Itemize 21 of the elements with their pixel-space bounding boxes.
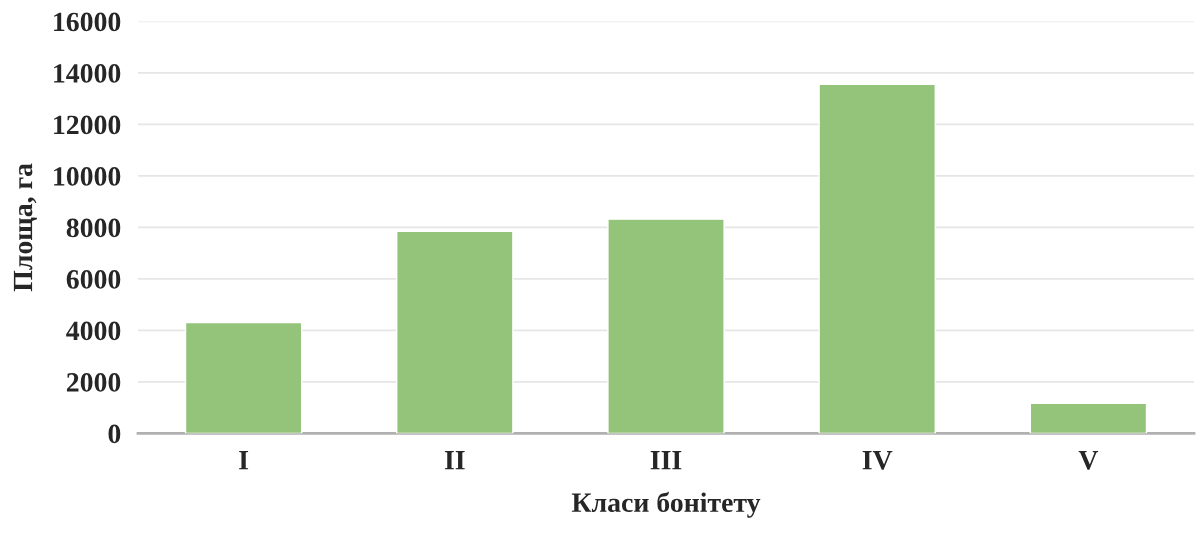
bar <box>607 218 725 434</box>
y-tick-label: 6000 <box>66 270 121 289</box>
y-tick-label: 8000 <box>66 218 121 238</box>
x-tick-label: IV <box>862 451 893 470</box>
y-tick-label: 12000 <box>54 115 121 135</box>
bar <box>396 230 514 434</box>
x-tick-label: V <box>1078 451 1099 470</box>
bar <box>1029 402 1148 434</box>
y-axis-title: Площа, га <box>13 163 37 292</box>
bar <box>818 83 936 434</box>
x-axis-title: Класи бонітету <box>571 491 761 518</box>
y-tick-label: 2000 <box>66 373 121 392</box>
y-tick-label: 16000 <box>54 12 121 32</box>
x-tick-label: I <box>239 451 249 470</box>
y-tick-label: 10000 <box>54 167 121 186</box>
x-tick-label: III <box>650 451 682 470</box>
y-tick-label: 4000 <box>66 321 121 341</box>
y-tick-label: 0 <box>108 424 121 444</box>
y-tick-label: 14000 <box>54 64 121 83</box>
x-tick-label: II <box>444 451 465 470</box>
bar <box>184 321 303 434</box>
